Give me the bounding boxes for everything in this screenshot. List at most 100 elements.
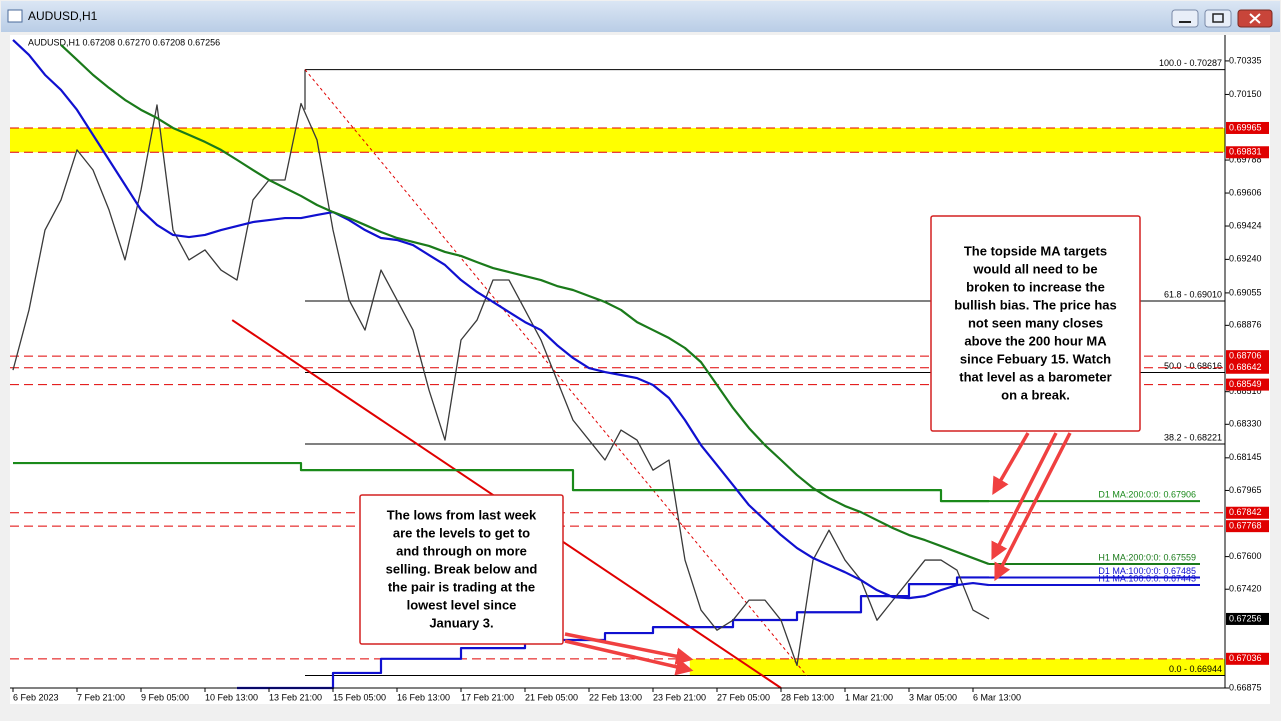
arrow: [994, 432, 1072, 582]
callout-text: bullish bias. The price has: [954, 297, 1117, 312]
moving-average: [13, 461, 989, 503]
level-price-label: 0.68549: [1229, 379, 1262, 389]
arrow: [564, 632, 694, 665]
level-price-tag: [1226, 121, 1269, 134]
ma-label: D1 MA:200:0:0: 0.67906: [1098, 490, 1196, 500]
window-buttons[interactable]: [1171, 9, 1273, 28]
moving-average: [237, 576, 989, 690]
callout-text: are the levels to get to: [393, 525, 530, 540]
close-icon: [1249, 13, 1261, 24]
arrow: [992, 432, 1030, 496]
level-price-label: 0.69831: [1229, 147, 1262, 157]
y-tick-label: 0.69788: [1229, 154, 1262, 164]
x-tick-label: 28 Feb 13:00: [781, 692, 834, 702]
fib-label: 61.8 - 0.69010: [1164, 289, 1222, 299]
level-price-label: 0.67842: [1229, 507, 1262, 517]
y-tick-label: 0.69240: [1229, 254, 1262, 264]
price-zone: [689, 658, 1225, 676]
y-tick-label: 0.67420: [1229, 584, 1262, 594]
fib-label: 50.0 - 0.68616: [1164, 361, 1222, 371]
x-tick-label: 6 Mar 13:00: [973, 692, 1021, 702]
callout-text: and through on more: [396, 543, 527, 558]
plot: AUDUSD,H1 0.67208 0.67270 0.67208 0.6725…: [10, 35, 1269, 702]
arrows: [564, 432, 1072, 676]
x-tick-label: 22 Feb 13:00: [589, 692, 642, 702]
y-tick-label: 0.70150: [1229, 89, 1262, 99]
current-price-tag: [1226, 612, 1269, 625]
window-title: AUDUSD,H1: [28, 9, 98, 23]
x-tick-label: 27 Feb 05:00: [717, 692, 770, 702]
level-price-tag: [1226, 350, 1269, 363]
level-price-tag: [1226, 146, 1269, 159]
trendline: [304, 69, 807, 676]
minimize-button[interactable]: [1171, 9, 1199, 28]
y-tick-label: 0.69055: [1229, 287, 1262, 297]
y-tick-label: 0.69424: [1229, 220, 1262, 230]
y-tick-label: 0.68330: [1229, 419, 1262, 429]
level-price-tag: [1226, 506, 1269, 519]
x-tick-label: 23 Feb 21:00: [653, 692, 706, 702]
y-tick-label: 0.68510: [1229, 386, 1262, 396]
callout-text: since Febuary 15. Watch: [960, 351, 1111, 366]
ma-label: H1 MA:100:0:0: 0.67443: [1098, 573, 1196, 583]
x-tick-label: 17 Feb 21:00: [461, 692, 514, 702]
x-tick-label: 3 Mar 05:00: [909, 692, 957, 702]
arrow: [991, 432, 1058, 561]
y-tick-label: 0.67965: [1229, 485, 1262, 495]
fib-label: 0.0 - 0.66944: [1169, 664, 1222, 674]
title-bar: [1, 1, 1280, 32]
y-tick-label: 0.68145: [1229, 452, 1262, 462]
annotations: The topside MA targets would all need to …: [359, 215, 1141, 645]
level-price-tag: [1226, 361, 1269, 374]
level-price-label: 0.68642: [1229, 362, 1262, 372]
callout-text: January 3.: [429, 615, 493, 630]
level-price-tag: [1226, 652, 1269, 665]
callout-text: The lows from last week: [387, 507, 537, 522]
x-tick-label: 16 Feb 13:00: [397, 692, 450, 702]
level-price-tag: [1226, 520, 1269, 533]
y-tick-label: 0.68876: [1229, 320, 1262, 330]
x-tick-label: 13 Feb 21:00: [269, 692, 322, 702]
callout-box: [930, 215, 1141, 432]
y-tick-label: 0.66875: [1229, 682, 1262, 692]
arrow: [564, 639, 694, 676]
callout-text: The topside MA targets: [964, 243, 1107, 258]
moving-average: [60, 44, 990, 566]
x-tick-label: 15 Feb 05:00: [333, 692, 386, 702]
callout-text: the pair is trading at the: [388, 579, 535, 594]
fib-label: 38.2 - 0.68221: [1164, 432, 1222, 442]
x-tick-label: 1 Mar 21:00: [845, 692, 893, 702]
moving-average: [12, 39, 990, 600]
callout-text: that level as a barometer: [959, 369, 1111, 384]
x-tick-label: 10 Feb 13:00: [205, 692, 258, 702]
y-tick-label: 0.70335: [1229, 55, 1262, 65]
x-tick-label: 7 Feb 21:00: [77, 692, 125, 702]
level-price-tag: [1226, 378, 1269, 391]
level-price-label: 0.68706: [1229, 351, 1262, 361]
callout-text: above the 200 hour MA: [964, 333, 1107, 348]
ma-label: D1 MA:100:0:0: 0.67485: [1098, 566, 1196, 576]
current-price-label: 0.67256: [1229, 613, 1262, 623]
x-tick-label: 21 Feb 05:00: [525, 692, 578, 702]
x-tick-label: 9 Feb 05:00: [141, 692, 189, 702]
level-price-label: 0.67036: [1229, 653, 1262, 663]
level-price-label: 0.69965: [1229, 122, 1262, 132]
callout-text: lowest level since: [407, 597, 517, 612]
y-tick-label: 0.67600: [1229, 551, 1262, 561]
callout-text: would all need to be: [972, 261, 1097, 276]
callout-box: [359, 494, 564, 645]
callout-text: broken to increase the: [966, 279, 1105, 294]
window-icon: [7, 9, 23, 23]
x-tick-label: 6 Feb 2023: [13, 692, 59, 702]
ma-label: H1 MA:200:0:0: 0.67559: [1098, 552, 1196, 562]
price-zone: [10, 127, 1225, 153]
level-price-label: 0.67768: [1229, 521, 1262, 531]
callout-text: selling. Break below and: [386, 561, 538, 576]
callout-text: not seen many closes: [968, 315, 1103, 330]
restore-icon: [1212, 13, 1224, 23]
callout-text: on a break.: [1001, 387, 1070, 402]
restore-button[interactable]: [1204, 9, 1232, 28]
y-tick-label: 0.69606: [1229, 187, 1262, 197]
fib-label: 100.0 - 0.70287: [1159, 58, 1222, 68]
